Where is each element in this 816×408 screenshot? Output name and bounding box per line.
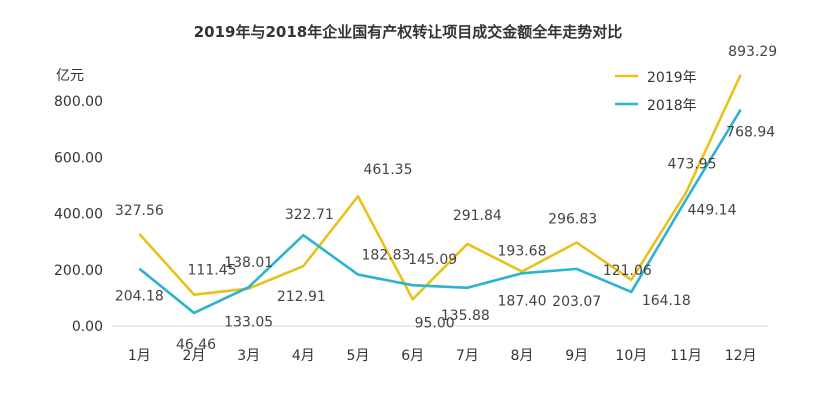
data-label-2019: 296.83 xyxy=(548,212,597,228)
data-label-2018: 322.71 xyxy=(285,207,334,223)
data-label-2018: 204.18 xyxy=(115,289,164,305)
data-label-2019: 461.35 xyxy=(364,162,413,178)
data-label-2018: 203.07 xyxy=(552,294,601,310)
data-label-2019: 473.95 xyxy=(668,157,717,173)
y-tick-label: 400.00 xyxy=(54,207,103,223)
series-line-2018 xyxy=(138,109,742,315)
x-tick-label: 10月 xyxy=(615,348,647,364)
x-tick-label: 2月 xyxy=(183,348,206,364)
data-label-2019: 133.05 xyxy=(224,315,273,331)
data-label-2018: 121.06 xyxy=(603,263,652,279)
series-line-2019 xyxy=(138,74,742,301)
legend: 2019年 2018年 xyxy=(615,70,697,114)
x-tick-label: 8月 xyxy=(511,348,534,364)
data-label-2018: 46.46 xyxy=(176,337,216,353)
data-label-2018: 187.40 xyxy=(498,293,547,309)
legend-label: 2018年 xyxy=(647,98,697,114)
x-tick-label: 12月 xyxy=(725,348,757,364)
x-axis-ticks: 1月 2月 3月 4月 5月 6月 7月 8月 9月 10月 11月 12月 xyxy=(128,348,757,364)
x-tick-label: 11月 xyxy=(670,348,702,364)
data-label-2018: 138.01 xyxy=(224,255,273,271)
data-label-2018: 182.83 xyxy=(362,248,411,264)
x-tick-label: 7月 xyxy=(456,348,479,364)
x-tick-label: 6月 xyxy=(401,348,424,364)
x-tick-label: 5月 xyxy=(347,348,370,364)
x-tick-label: 4月 xyxy=(292,348,315,364)
y-tick-label: 200.00 xyxy=(54,263,103,279)
data-label-2019: 893.29 xyxy=(728,44,777,60)
data-label-2018: 145.09 xyxy=(408,252,457,268)
data-label-2019: 327.56 xyxy=(115,203,164,219)
data-label-2018: 768.94 xyxy=(726,125,775,141)
x-tick-label: 1月 xyxy=(128,348,151,364)
y-tick-label: 800.00 xyxy=(54,94,103,110)
data-label-2019: 193.68 xyxy=(498,244,547,260)
data-label-2018: 135.88 xyxy=(441,308,490,324)
chart-title: 2019年与2018年企业国有产权转让项目成交金额全年走势对比 xyxy=(194,23,623,41)
x-tick-label: 9月 xyxy=(565,348,588,364)
y-tick-label: 600.00 xyxy=(54,150,103,166)
data-label-2019: 291.84 xyxy=(453,208,502,224)
legend-label: 2019年 xyxy=(647,70,697,86)
y-axis-unit: 亿元 xyxy=(56,68,84,84)
data-label-2019: 111.45 xyxy=(188,263,237,279)
data-label-2019: 164.18 xyxy=(642,293,691,309)
x-tick-label: 3月 xyxy=(237,348,260,364)
data-label-2019: 212.91 xyxy=(277,289,326,305)
data-label-2019: 95.00 xyxy=(415,315,455,331)
y-tick-label: 0.00 xyxy=(72,319,103,335)
series-lines xyxy=(138,74,742,315)
data-label-2018: 449.14 xyxy=(688,203,737,219)
y-axis-ticks: 0.00 200.00 400.00 600.00 800.00 xyxy=(54,94,103,335)
